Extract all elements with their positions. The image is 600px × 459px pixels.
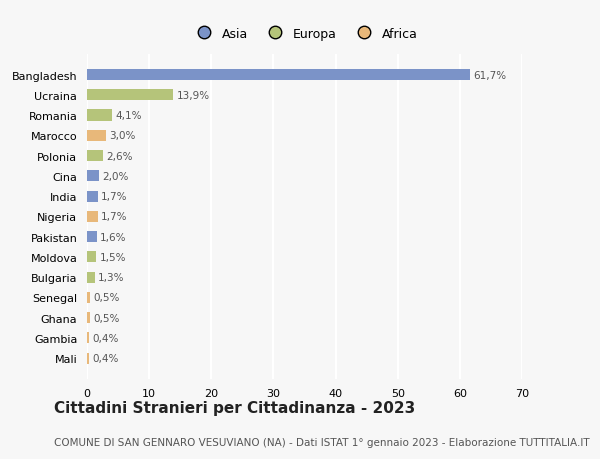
Bar bbox=[87, 313, 90, 324]
Text: 1,7%: 1,7% bbox=[101, 212, 127, 222]
Bar bbox=[87, 231, 97, 243]
Bar bbox=[87, 333, 89, 344]
Text: 2,0%: 2,0% bbox=[103, 172, 129, 181]
Bar bbox=[87, 211, 98, 223]
Bar bbox=[87, 272, 95, 283]
Text: 1,6%: 1,6% bbox=[100, 232, 127, 242]
Bar bbox=[87, 353, 89, 364]
Text: 61,7%: 61,7% bbox=[473, 70, 506, 80]
Text: 3,0%: 3,0% bbox=[109, 131, 135, 141]
Text: 2,6%: 2,6% bbox=[106, 151, 133, 161]
Text: 1,5%: 1,5% bbox=[100, 252, 126, 262]
Bar bbox=[87, 130, 106, 141]
Bar bbox=[87, 151, 103, 162]
Bar bbox=[87, 171, 100, 182]
Bar bbox=[87, 252, 97, 263]
Text: 0,4%: 0,4% bbox=[92, 353, 119, 364]
Bar bbox=[87, 191, 98, 202]
Text: 0,5%: 0,5% bbox=[93, 293, 119, 303]
Legend: Asia, Europa, Africa: Asia, Europa, Africa bbox=[187, 22, 422, 45]
Text: 0,4%: 0,4% bbox=[92, 333, 119, 343]
Bar bbox=[87, 292, 90, 303]
Bar bbox=[87, 90, 173, 101]
Bar bbox=[87, 110, 112, 121]
Text: 13,9%: 13,9% bbox=[176, 90, 209, 101]
Text: 1,7%: 1,7% bbox=[101, 192, 127, 202]
Text: COMUNE DI SAN GENNARO VESUVIANO (NA) - Dati ISTAT 1° gennaio 2023 - Elaborazione: COMUNE DI SAN GENNARO VESUVIANO (NA) - D… bbox=[54, 437, 590, 448]
Text: 4,1%: 4,1% bbox=[116, 111, 142, 121]
Text: Cittadini Stranieri per Cittadinanza - 2023: Cittadini Stranieri per Cittadinanza - 2… bbox=[54, 400, 415, 415]
Text: 0,5%: 0,5% bbox=[93, 313, 119, 323]
Bar bbox=[87, 70, 470, 81]
Text: 1,3%: 1,3% bbox=[98, 273, 125, 283]
